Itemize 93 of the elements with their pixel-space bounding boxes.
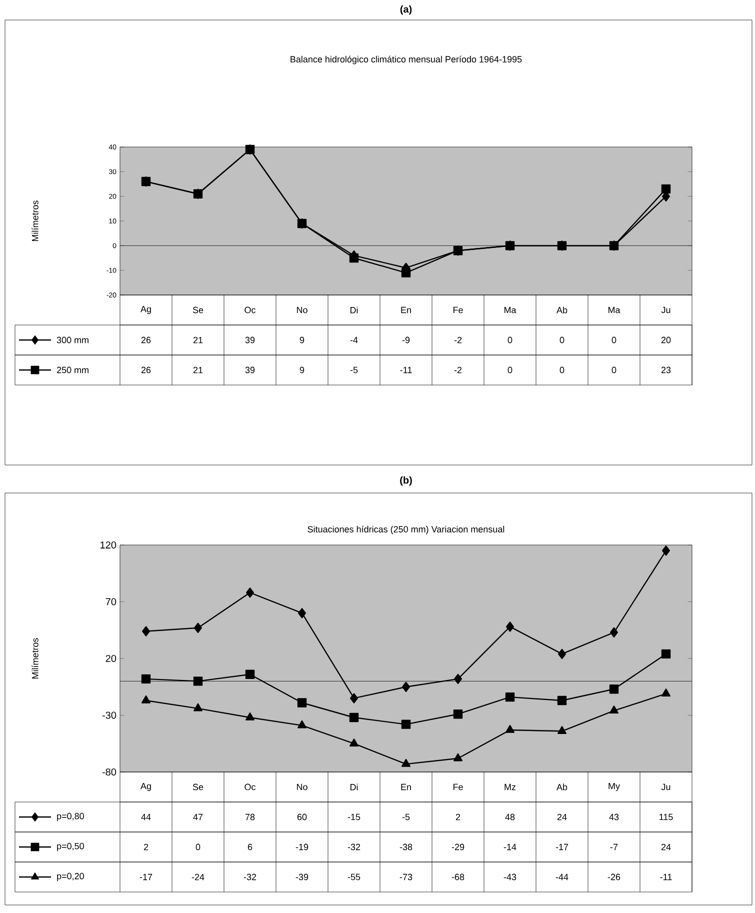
data-label: 21 [193, 366, 203, 374]
x-tick-label: Se [192, 306, 204, 314]
data-label: 39 [245, 366, 255, 374]
data-label: -15 [348, 814, 360, 820]
data-label: -26 [608, 874, 620, 880]
y-tick-label: -30 [102, 712, 116, 719]
legend-label: p=0,80 [57, 812, 84, 822]
data-label: 23 [661, 366, 671, 374]
x-tick-label: En [401, 306, 411, 314]
x-tick-label: Di [350, 306, 358, 314]
x-tick-label: Ag [140, 306, 151, 314]
data-label: 24 [661, 844, 671, 850]
data-label: -11 [400, 366, 412, 374]
data-label: -2 [454, 366, 462, 374]
data-label: -5 [350, 366, 358, 374]
legend-label: 300 mm [56, 336, 88, 344]
y-tick-label: 70 [106, 598, 116, 606]
legend-label: 250 mm [56, 366, 88, 374]
data-label: -17 [556, 844, 568, 850]
y-tick-label: 120 [100, 541, 116, 549]
data-label: -38 [400, 844, 412, 850]
data-label: 9 [300, 366, 304, 374]
data-label: -32 [348, 844, 360, 850]
data-label: -68 [452, 874, 464, 880]
x-tick-label: No [296, 306, 308, 314]
data-label: -43 [504, 874, 516, 880]
data-label: 0 [612, 336, 616, 344]
data-label: 26 [141, 336, 151, 344]
data-label: -39 [296, 874, 308, 880]
data-label: 47 [193, 814, 203, 820]
data-label: -24 [192, 874, 204, 880]
data-label: -2 [454, 336, 462, 344]
data-label: -4 [350, 336, 358, 344]
data-label: -44 [556, 874, 568, 880]
data-label: 44 [141, 814, 151, 820]
data-label: -11 [660, 874, 672, 880]
x-tick-label: Oc [244, 784, 256, 790]
data-label: -29 [452, 844, 464, 850]
chart-title: (b) [400, 476, 412, 486]
x-tick-label: Ju [661, 306, 670, 314]
y-tick-label: 20 [106, 654, 116, 662]
data-label: 9 [300, 336, 304, 344]
data-label: 20 [661, 336, 671, 344]
data-label: 0 [560, 336, 564, 344]
data-label: 0 [560, 366, 564, 374]
legend-label: p=0,20 [57, 872, 84, 882]
data-label: -17 [140, 874, 152, 880]
legend-label: p=0,50 [57, 842, 84, 852]
x-tick-label: Ag [140, 782, 151, 792]
x-tick-label: Ab [556, 784, 568, 790]
data-label: 0 [196, 844, 200, 850]
data-label: 39 [245, 336, 255, 344]
x-tick-label: Ju [661, 784, 670, 790]
data-label: 78 [245, 814, 255, 820]
x-tick-label: Ma [504, 306, 516, 314]
x-tick-label: Fe [453, 784, 463, 790]
data-label: 24 [557, 814, 567, 820]
x-tick-label: Oc [244, 306, 256, 314]
x-tick-label: En [401, 784, 411, 790]
data-label: 0 [508, 366, 512, 374]
data-label: -55 [348, 874, 360, 880]
x-tick-label: My [608, 782, 620, 792]
data-label: 115 [660, 814, 673, 820]
data-label: 2 [456, 814, 460, 820]
x-tick-label: Di [350, 784, 358, 790]
x-tick-label: Se [192, 784, 204, 790]
data-label: 6 [248, 844, 252, 850]
chart-subtitle: Situaciones hídricas (250 mm) Variacion mensual [308, 526, 504, 534]
x-tick-label: Ab [556, 306, 568, 314]
data-label: 21 [193, 336, 203, 344]
data-label: -5 [402, 814, 410, 820]
data-label: -7 [610, 844, 618, 850]
y-axis-title: Milímetros [32, 638, 38, 679]
x-tick-label: No [296, 784, 308, 790]
data-label: 0 [508, 336, 512, 344]
data-label: -73 [400, 874, 412, 880]
x-tick-label: Fe [453, 306, 463, 314]
data-label: 48 [505, 814, 515, 820]
data-label: 0 [612, 366, 616, 374]
x-tick-label: Ma [608, 306, 620, 314]
data-label: -14 [504, 844, 516, 850]
x-tick-label: Mz [504, 784, 516, 790]
data-label: 26 [141, 366, 151, 374]
y-tick-label: -80 [102, 768, 116, 776]
y-axis-title: Milímetros [32, 200, 38, 242]
data-label: 43 [609, 814, 619, 820]
data-label: -9 [402, 336, 410, 344]
data-label: -19 [296, 844, 308, 850]
chart-subtitle: Balance hidrológico climático mensual Período 1964-1995 [290, 56, 522, 64]
data-label: -32 [244, 874, 256, 880]
data-label: 2 [144, 844, 148, 850]
chart-title: (a) [400, 5, 412, 15]
data-label: 60 [297, 814, 307, 820]
